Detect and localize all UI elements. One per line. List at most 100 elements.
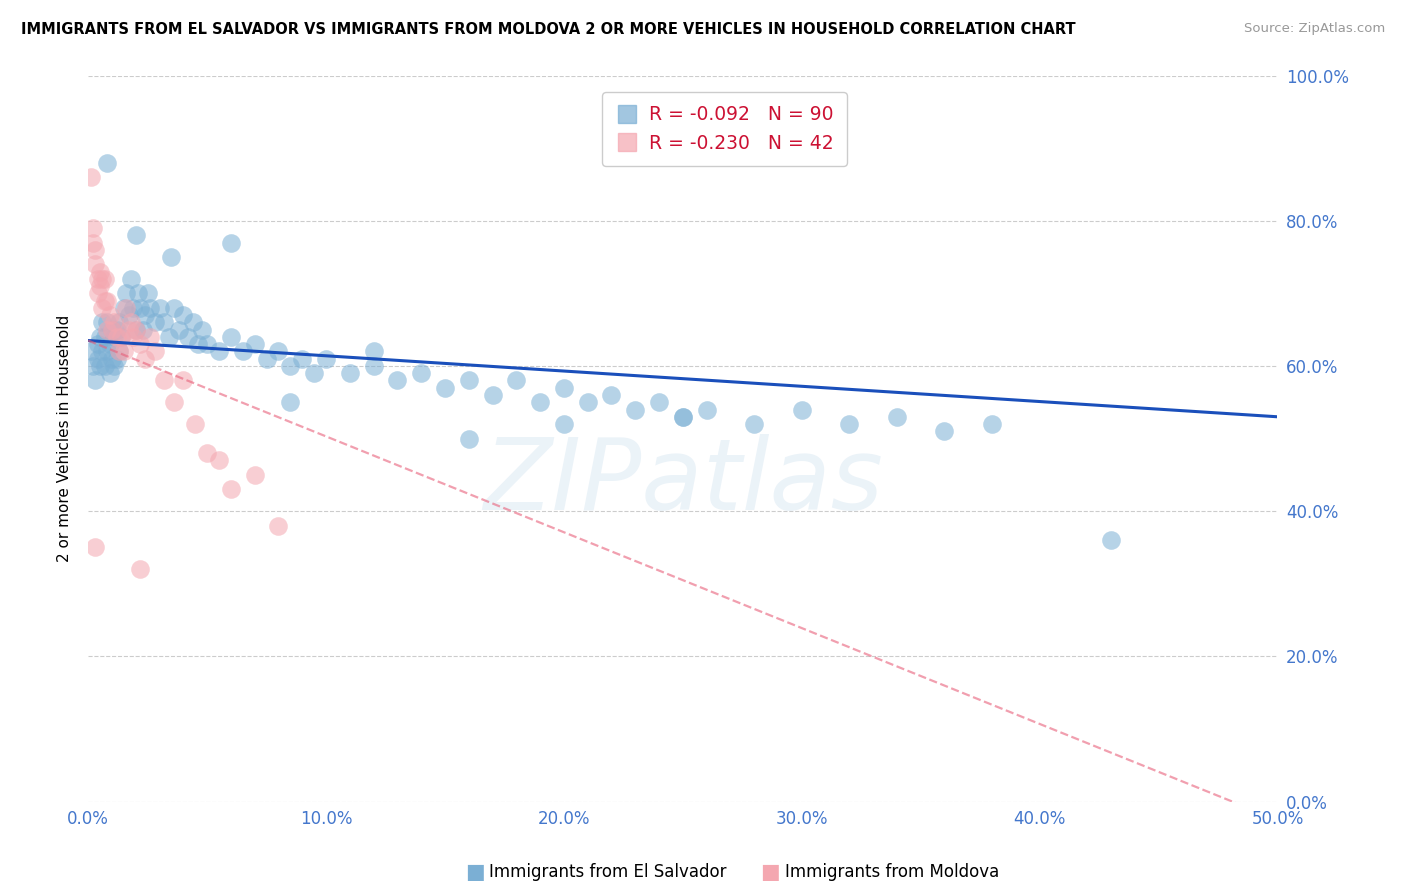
Point [82, 221, 104, 235]
Point [232, 344, 254, 359]
Point [96, 323, 118, 337]
Point [112, 301, 135, 315]
Point [98, 366, 121, 380]
Point [94, 359, 117, 373]
Text: Source: ZipAtlas.com: Source: ZipAtlas.com [1244, 22, 1385, 36]
Point [115, 301, 138, 315]
Point [411, 366, 433, 380]
Point [195, 337, 218, 351]
Point [94, 330, 117, 344]
Point [163, 395, 186, 409]
Point [187, 337, 209, 351]
Point [433, 381, 456, 395]
Point [167, 323, 190, 337]
Point [101, 323, 124, 337]
Point [177, 330, 200, 344]
Point [256, 351, 278, 366]
Point [1099, 533, 1122, 548]
Point [84, 374, 107, 388]
Point [672, 409, 695, 424]
Point [115, 286, 138, 301]
Point [553, 417, 575, 431]
Text: Immigrants from Moldova: Immigrants from Moldova [785, 863, 998, 881]
Point [576, 395, 599, 409]
Point [208, 344, 231, 359]
Point [886, 409, 908, 424]
Point [103, 359, 125, 373]
Point [553, 381, 575, 395]
Point [280, 359, 302, 373]
Legend: R = -0.092   N = 90, R = -0.230   N = 42: R = -0.092 N = 90, R = -0.230 N = 42 [602, 92, 846, 166]
Point [195, 446, 218, 460]
Point [742, 417, 765, 431]
Point [84, 541, 107, 555]
Y-axis label: 2 or more Vehicles in Household: 2 or more Vehicles in Household [58, 315, 72, 562]
Point [208, 453, 231, 467]
Point [96, 293, 118, 308]
Point [696, 402, 718, 417]
Point [96, 315, 118, 329]
Text: ZIPatlas: ZIPatlas [482, 434, 883, 531]
Point [127, 286, 149, 301]
Point [96, 344, 118, 359]
Point [117, 323, 139, 337]
Point [153, 315, 176, 329]
Point [94, 293, 117, 308]
Point [132, 323, 155, 337]
Point [838, 417, 860, 431]
Point [125, 323, 148, 337]
Point [267, 518, 290, 533]
Point [108, 344, 131, 359]
Point [184, 417, 207, 431]
Point [219, 235, 242, 250]
Point [181, 315, 204, 329]
Point [267, 344, 290, 359]
Point [160, 250, 183, 264]
Point [134, 351, 156, 366]
Point [86, 351, 108, 366]
Point [790, 402, 813, 417]
Point [98, 308, 121, 322]
Point [280, 395, 302, 409]
Point [648, 395, 671, 409]
Point [157, 330, 180, 344]
Point [387, 374, 409, 388]
Point [624, 402, 647, 417]
Point [139, 301, 162, 315]
Point [103, 315, 125, 329]
Point [89, 330, 111, 344]
Point [163, 301, 186, 315]
Point [363, 344, 385, 359]
Point [302, 366, 325, 380]
Point [84, 257, 107, 271]
Point [129, 337, 152, 351]
Point [153, 374, 176, 388]
Point [122, 301, 145, 315]
Point [136, 286, 159, 301]
Point [96, 155, 118, 169]
Point [79, 344, 101, 359]
Point [108, 344, 131, 359]
Point [481, 388, 503, 402]
Point [172, 374, 194, 388]
Point [191, 323, 214, 337]
Text: ■: ■ [761, 863, 780, 882]
Point [291, 351, 314, 366]
Point [91, 272, 114, 286]
Point [105, 330, 128, 344]
Text: IMMIGRANTS FROM EL SALVADOR VS IMMIGRANTS FROM MOLDOVA 2 OR MORE VEHICLES IN HOU: IMMIGRANTS FROM EL SALVADOR VS IMMIGRANT… [21, 22, 1076, 37]
Point [98, 337, 121, 351]
Point [934, 425, 956, 439]
Point [110, 330, 132, 344]
Point [148, 301, 170, 315]
Point [134, 308, 156, 322]
Text: Immigrants from El Salvador: Immigrants from El Salvador [489, 863, 727, 881]
Point [363, 359, 385, 373]
Point [339, 366, 361, 380]
Point [505, 374, 527, 388]
Point [172, 308, 194, 322]
Point [82, 359, 104, 373]
Point [108, 315, 131, 329]
Point [91, 344, 114, 359]
Point [129, 562, 152, 576]
